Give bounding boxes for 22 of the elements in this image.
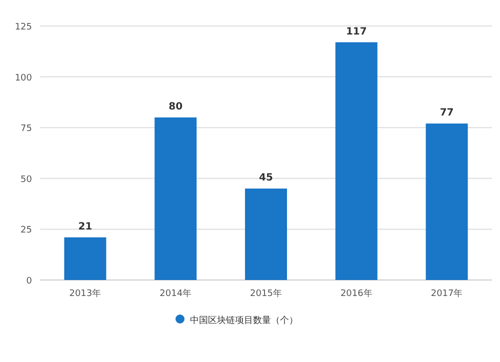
y-tick-label: 100 (14, 73, 32, 84)
x-tick-label: 2016年 (340, 288, 372, 299)
data-label: 21 (78, 221, 92, 232)
bar (245, 188, 287, 280)
bar (64, 237, 106, 280)
x-tick-label: 2015年 (250, 288, 282, 299)
bar (335, 42, 378, 280)
data-label: 45 (259, 172, 273, 184)
x-tick-label: 2017年 (430, 288, 463, 299)
bar (426, 124, 468, 280)
data-label: 80 (168, 101, 183, 112)
bar (154, 117, 197, 280)
y-tick-label: 125 (14, 22, 32, 32)
x-tick-label: 2013年 (69, 288, 102, 299)
y-tick-label: 25 (20, 226, 32, 236)
data-label: 117 (346, 26, 367, 38)
y-tick-label: 50 (20, 174, 32, 185)
y-tick-label: 75 (20, 124, 32, 134)
data-label: 77 (440, 108, 454, 119)
legend-label: 中国区块链项目数量（个） (190, 315, 298, 326)
y-tick-label: 0 (26, 276, 32, 286)
x-tick-label: 2014年 (160, 288, 192, 299)
